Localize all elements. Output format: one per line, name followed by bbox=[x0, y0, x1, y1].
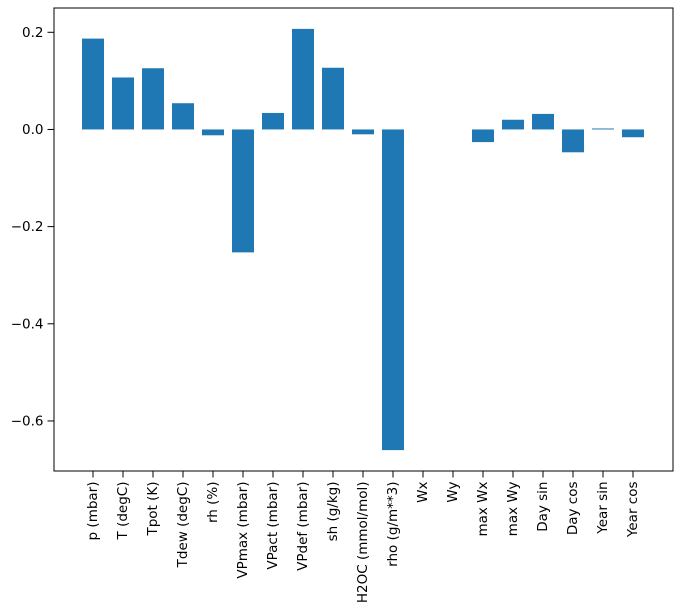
x-tick-label: Tpot (K) bbox=[145, 482, 161, 537]
bar-p (mbar) bbox=[82, 38, 104, 130]
x-tick-label: H2OC (mmol/mol) bbox=[355, 482, 371, 604]
bar-max Wy bbox=[502, 119, 524, 130]
bar-Day cos bbox=[562, 129, 584, 153]
x-tick-label: Day cos bbox=[565, 482, 581, 536]
x-tick-label: Year cos bbox=[625, 482, 641, 539]
y-tick-label: 0.2 bbox=[22, 25, 43, 41]
bar-H2OC (mmol/mol) bbox=[352, 129, 374, 135]
x-tick-label: rh (%) bbox=[205, 482, 221, 524]
bar-T (degC) bbox=[112, 77, 134, 130]
bar-max Wx bbox=[472, 129, 494, 143]
bar-Year sin bbox=[592, 128, 614, 130]
x-tick-label: p (mbar) bbox=[85, 482, 101, 541]
y-tick-label: −0.6 bbox=[11, 413, 44, 429]
bar-VPmax (mbar) bbox=[232, 129, 254, 253]
x-tick-label: Wx bbox=[415, 481, 431, 502]
bar-Day sin bbox=[532, 113, 554, 130]
y-tick-label: 0.0 bbox=[22, 122, 43, 138]
bar-Year cos bbox=[622, 129, 644, 138]
x-tick-label: VPmax (mbar) bbox=[235, 482, 251, 579]
bar-sh (g/kg) bbox=[322, 67, 344, 130]
bar-rho (g/m**3) bbox=[382, 129, 404, 451]
x-tick-label: sh (g/kg) bbox=[325, 482, 341, 542]
bar-VPdef (mbar) bbox=[292, 28, 314, 130]
x-tick-label: max Wx bbox=[475, 481, 491, 536]
y-tick-label: −0.4 bbox=[11, 316, 44, 332]
x-tick-label: Year sin bbox=[595, 482, 611, 535]
x-tick-label: T (degC) bbox=[115, 482, 131, 541]
x-tick-label: VPact (mbar) bbox=[265, 482, 281, 570]
y-tick-label: −0.2 bbox=[11, 219, 44, 235]
x-tick-label: max Wy bbox=[505, 481, 521, 536]
bar-VPact (mbar) bbox=[262, 112, 284, 130]
x-tick-label: VPdef (mbar) bbox=[295, 482, 311, 571]
x-tick-label: Wy bbox=[445, 481, 461, 502]
bar-Tpot (K) bbox=[142, 68, 164, 130]
bar-rh (%) bbox=[202, 129, 224, 136]
x-tick-label: Day sin bbox=[535, 482, 551, 532]
bar-Tdew (degC) bbox=[172, 103, 194, 130]
x-tick-label: Tdew (degC) bbox=[175, 482, 191, 569]
x-tick-label: rho (g/m**3) bbox=[385, 482, 401, 567]
plot-border bbox=[53, 7, 674, 472]
